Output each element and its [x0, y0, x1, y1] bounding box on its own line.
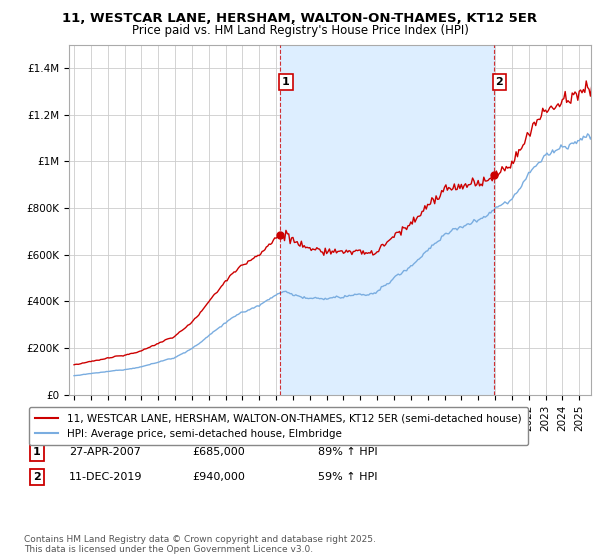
Text: 1: 1 — [282, 77, 290, 87]
Bar — [280, 45, 494, 395]
Text: 1: 1 — [33, 447, 41, 458]
Text: Price paid vs. HM Land Registry's House Price Index (HPI): Price paid vs. HM Land Registry's House … — [131, 24, 469, 36]
Text: 2: 2 — [33, 472, 41, 482]
Legend: 11, WESTCAR LANE, HERSHAM, WALTON-ON-THAMES, KT12 5ER (semi-detached house), HPI: 11, WESTCAR LANE, HERSHAM, WALTON-ON-THA… — [29, 407, 527, 445]
Text: 11-DEC-2019: 11-DEC-2019 — [69, 472, 143, 482]
Text: 11, WESTCAR LANE, HERSHAM, WALTON-ON-THAMES, KT12 5ER: 11, WESTCAR LANE, HERSHAM, WALTON-ON-THA… — [62, 12, 538, 25]
Text: £940,000: £940,000 — [192, 472, 245, 482]
Text: 27-APR-2007: 27-APR-2007 — [69, 447, 141, 458]
Text: 59% ↑ HPI: 59% ↑ HPI — [318, 472, 377, 482]
Text: Contains HM Land Registry data © Crown copyright and database right 2025.
This d: Contains HM Land Registry data © Crown c… — [24, 535, 376, 554]
Text: 89% ↑ HPI: 89% ↑ HPI — [318, 447, 377, 458]
Text: £685,000: £685,000 — [192, 447, 245, 458]
Text: 2: 2 — [496, 77, 503, 87]
